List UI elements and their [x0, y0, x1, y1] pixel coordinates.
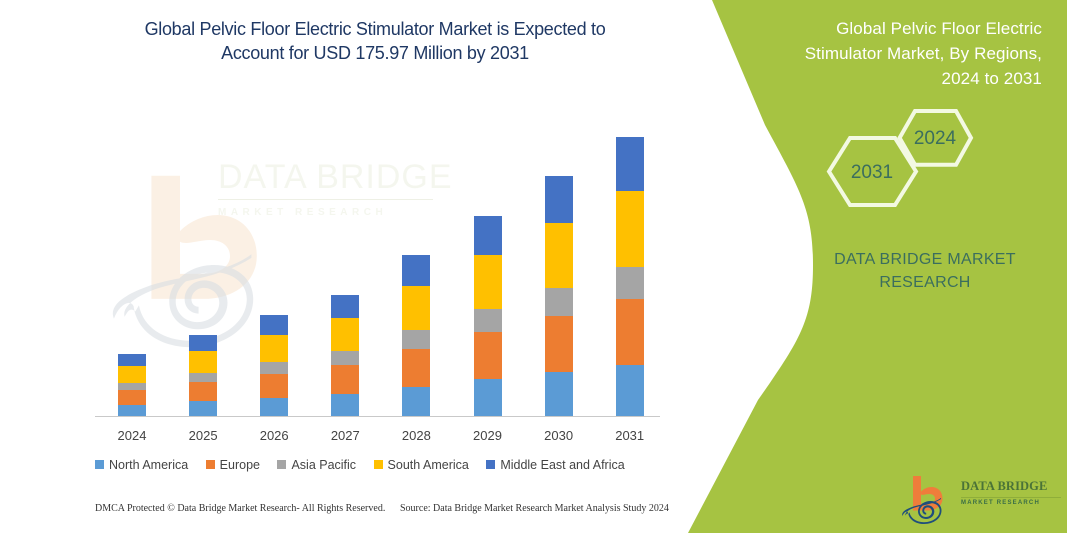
svg-text:2031: 2031	[851, 162, 893, 183]
svg-text:2024: 2024	[914, 128, 957, 149]
